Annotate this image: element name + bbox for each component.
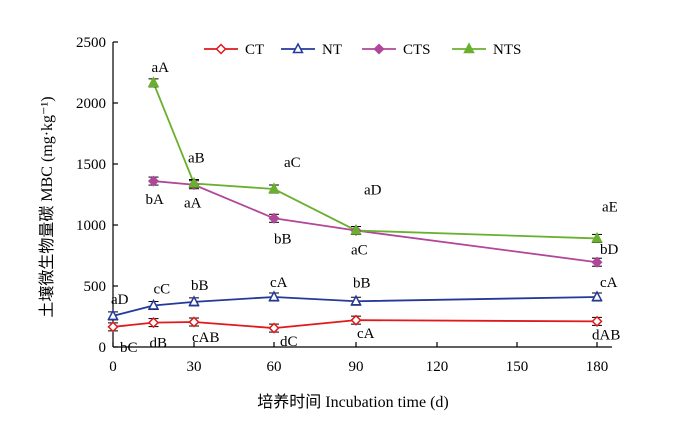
- y-axis-title: 土壤微生物量碳 MBC (mg·kg⁻¹): [37, 96, 56, 317]
- sig-label-cts: aA: [184, 196, 202, 212]
- legend-marker-ct: [215, 43, 227, 55]
- data-point-nt: [147, 298, 160, 310]
- data-point-ct: [147, 317, 160, 329]
- significance-labels: bC dB cAB dC cA dAB aD cC bB cA bB cA bA aA bB aC bD aA aB…: [111, 60, 620, 356]
- x-tick-label: 0: [109, 359, 117, 375]
- sig-label-cts: bD: [600, 242, 619, 258]
- x-tick-label: 90: [349, 359, 364, 375]
- data-point-nt: [591, 290, 603, 302]
- sig-label-ct: bC: [120, 340, 138, 356]
- legend-label-nt: NT: [322, 42, 342, 58]
- data-point-ct: [268, 322, 280, 334]
- x-tick-label: 60: [267, 359, 282, 375]
- sig-label-nts: aD: [364, 182, 382, 198]
- legend-label-ct: CT: [245, 42, 264, 58]
- legend-marker-nt: [292, 42, 304, 54]
- sig-label-nt: cA: [270, 275, 288, 291]
- legend: CT NT CTS NTS: [204, 42, 521, 58]
- data-point-cts: [147, 175, 160, 187]
- series-line-nt: [112, 296, 598, 317]
- x-tick-label: 30: [187, 359, 202, 375]
- sig-label-ct: dB: [150, 336, 168, 352]
- data-point-nts: [350, 223, 362, 235]
- sig-label-nts: aB: [188, 151, 205, 167]
- data-point-ct: [591, 315, 603, 327]
- x-tick-label: 120: [426, 359, 449, 375]
- sig-label-nts: aE: [602, 199, 618, 215]
- y-tick-label: 2500: [76, 35, 106, 51]
- sig-label-cts: aC: [351, 242, 368, 258]
- data-point-nt: [268, 290, 280, 302]
- sig-label-ct: cAB: [192, 330, 220, 346]
- ticks: 0 500 1000 1500 2000 2500 0 30 60 90 120 150 180: [76, 35, 608, 375]
- sig-label-ct: cA: [357, 326, 375, 342]
- sig-label-nts: aC: [284, 155, 301, 171]
- x-tick-label: 180: [586, 359, 609, 375]
- data-point-nts: [591, 231, 603, 243]
- legend-marker-cts: [373, 43, 385, 55]
- x-tick-label: 150: [506, 359, 529, 375]
- sig-label-nt: bB: [191, 278, 209, 294]
- x-axis-title: 培养时间 Incubation time (d): [257, 393, 449, 411]
- sig-label-nt: aD: [111, 292, 129, 308]
- data-point-nts: [268, 182, 280, 194]
- axes: [112, 42, 612, 348]
- data-point-nts: [147, 76, 160, 88]
- data-point-ct: [188, 316, 200, 328]
- legend-label-cts: CTS: [403, 42, 431, 58]
- sig-label-ct: dC: [280, 334, 298, 350]
- data-point-cts: [591, 256, 603, 268]
- y-tick-label: 500: [84, 279, 107, 295]
- data-point-nt: [350, 294, 362, 306]
- data-point-nts: [188, 176, 200, 188]
- y-tick-label: 1500: [76, 157, 106, 173]
- data-point-nt: [188, 295, 200, 307]
- series-line-ct: [112, 319, 598, 329]
- sig-label-ct: dAB: [592, 327, 620, 343]
- legend-label-nts: NTS: [493, 42, 521, 58]
- data-point-cts: [268, 212, 280, 224]
- series-markers: [107, 76, 603, 334]
- y-tick-label: 1000: [76, 218, 106, 234]
- data-point-nt: [107, 309, 119, 321]
- series-line-nts: [152, 82, 598, 240]
- y-tick-label: 2000: [76, 96, 106, 112]
- sig-label-nt: bB: [353, 275, 371, 291]
- sig-label-nts: aA: [152, 60, 170, 76]
- sig-label-nt: cC: [154, 282, 171, 298]
- data-point-ct: [107, 321, 119, 333]
- legend-marker-nts: [463, 42, 475, 54]
- sig-label-cts: bA: [146, 192, 165, 208]
- data-point-ct: [350, 314, 362, 326]
- y-tick-label: 0: [99, 340, 107, 356]
- sig-label-nt: cA: [600, 275, 618, 291]
- sig-label-cts: bB: [274, 231, 292, 247]
